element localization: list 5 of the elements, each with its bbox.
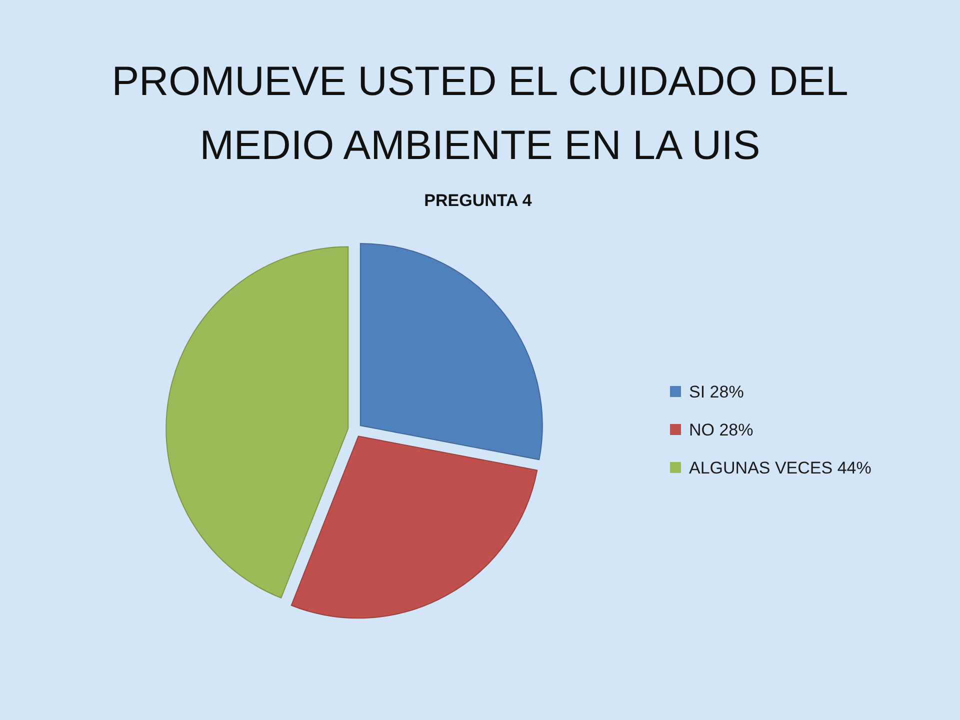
chart-title: PROMUEVE USTED EL CUIDADO DEL MEDIO AMBIENTE EN LA UIS [112,58,848,168]
legend-label: ALGUNAS VECES 44% [689,458,872,478]
chart-subtitle: PREGUNTA 4 [424,191,532,210]
legend-label: SI 28% [689,382,744,402]
legend-label: NO 28% [689,420,754,440]
